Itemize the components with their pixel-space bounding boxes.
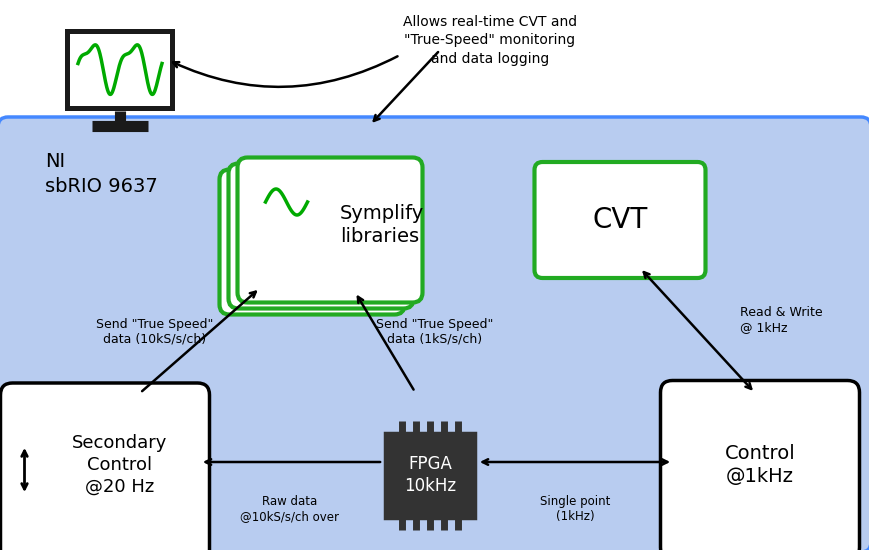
FancyBboxPatch shape [65,29,175,111]
FancyBboxPatch shape [229,163,414,309]
FancyBboxPatch shape [385,432,475,518]
Text: Symplify
libraries: Symplify libraries [340,204,424,246]
Text: Send "True Speed"
data (10kS/s/ch): Send "True Speed" data (10kS/s/ch) [96,318,214,346]
Text: Allows real-time CVT and
"True-Speed" monitoring
and data logging: Allows real-time CVT and "True-Speed" mo… [403,15,577,66]
FancyBboxPatch shape [660,381,859,550]
Text: NI
sbRIO 9637: NI sbRIO 9637 [45,152,158,196]
FancyBboxPatch shape [1,383,209,550]
Text: Secondary
Control
@20 Hz: Secondary Control @20 Hz [72,434,168,496]
FancyBboxPatch shape [70,34,170,106]
FancyBboxPatch shape [220,169,404,315]
FancyBboxPatch shape [0,117,869,550]
Text: CVT: CVT [593,206,647,234]
FancyBboxPatch shape [237,157,422,302]
Text: Raw data
@10kS/s/ch over: Raw data @10kS/s/ch over [241,495,340,523]
Text: Control
@1kHz: Control @1kHz [725,444,795,486]
Text: FPGA
10kHz: FPGA 10kHz [404,455,456,495]
FancyBboxPatch shape [534,162,706,278]
Text: Read & Write
@ 1kHz: Read & Write @ 1kHz [740,306,823,334]
Text: Send "True Speed"
data (1kS/s/ch): Send "True Speed" data (1kS/s/ch) [376,318,494,346]
Text: Single point
(1kHz): Single point (1kHz) [540,495,610,523]
